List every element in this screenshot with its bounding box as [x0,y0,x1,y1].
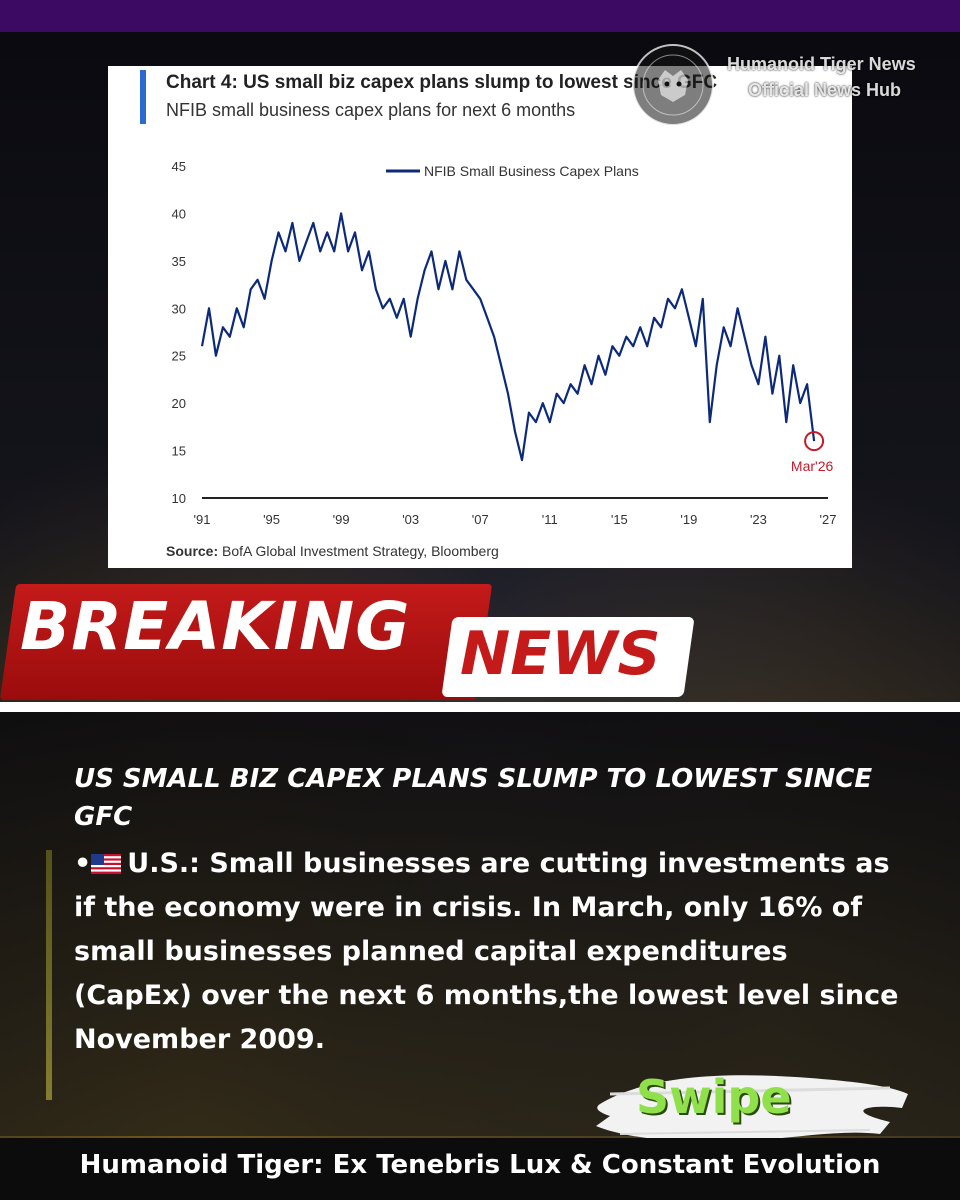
chart-source-text: BofA Global Investment Strategy, Bloombe… [222,543,499,559]
bullet: • [74,848,92,879]
article-body-text: U.S.: Small businesses are cutting inves… [74,848,899,1055]
breaking-label: BREAKING [20,588,411,665]
x-tick-label: '07 [472,512,489,527]
top-accent-bar [0,0,960,32]
annotation-label: Mar'26 [791,458,834,474]
y-tick-label: 25 [172,349,186,364]
x-tick-label: '19 [680,512,697,527]
x-tick-label: '03 [402,512,419,527]
x-tick-label: '15 [611,512,628,527]
y-tick-label: 20 [172,396,186,411]
series-line-nfib-capex [200,212,816,462]
x-tick-label: '23 [750,512,767,527]
footer-bar [0,1138,960,1200]
chart-source: Source: BofA Global Investment Strategy,… [166,543,499,559]
y-tick-label: 45 [172,159,186,174]
x-tick-label: '11 [542,512,558,527]
brand-name: Humanoid Tiger News [727,54,916,74]
swipe-button[interactable]: Swipe [636,1070,792,1124]
tiger-logo-icon [632,44,714,126]
chart-subtitle: NFIB small business capex plans for next… [166,100,576,120]
article-body: • U.S.: Small businesses are cutting inv… [74,842,914,1062]
footer-tagline: Humanoid Tiger: Ex Tenebris Lux & Consta… [79,1150,881,1180]
x-tick-label: '99 [333,512,350,527]
brand-subtitle: Official News Hub [748,80,902,100]
legend-label: NFIB Small Business Capex Plans [424,163,639,179]
y-tick-label: 40 [172,206,186,221]
y-tick-label: 35 [172,254,186,269]
y-tick-label: 10 [172,491,186,506]
article-panel [0,712,960,1136]
x-tick-label: '91 [194,512,211,527]
side-rule [46,850,52,1100]
annotation-marker [804,431,825,452]
chart-title: Chart 4: US small biz capex plans slump … [166,72,718,93]
chart-card [108,66,852,568]
chart-title-accent [140,70,146,124]
us-flag-icon [91,854,122,874]
news-label: NEWS [460,619,661,689]
chart-source-label: Source: [166,543,219,559]
article-headline: US SMALL BIZ CAPEX PLANS SLUMP TO LOWEST… [74,764,873,832]
chart-plot: 45 40 35 30 25 20 15 10 '91 '95 '99 '03 '07 '11 '15 '19… [172,159,837,527]
x-tick-label: '95 [263,512,280,527]
y-tick-label: 30 [172,301,186,316]
x-tick-label: '27 [820,512,837,527]
y-tick-label: 15 [172,444,186,459]
section-divider [0,702,960,712]
brush-stroke-icon [596,1075,908,1143]
